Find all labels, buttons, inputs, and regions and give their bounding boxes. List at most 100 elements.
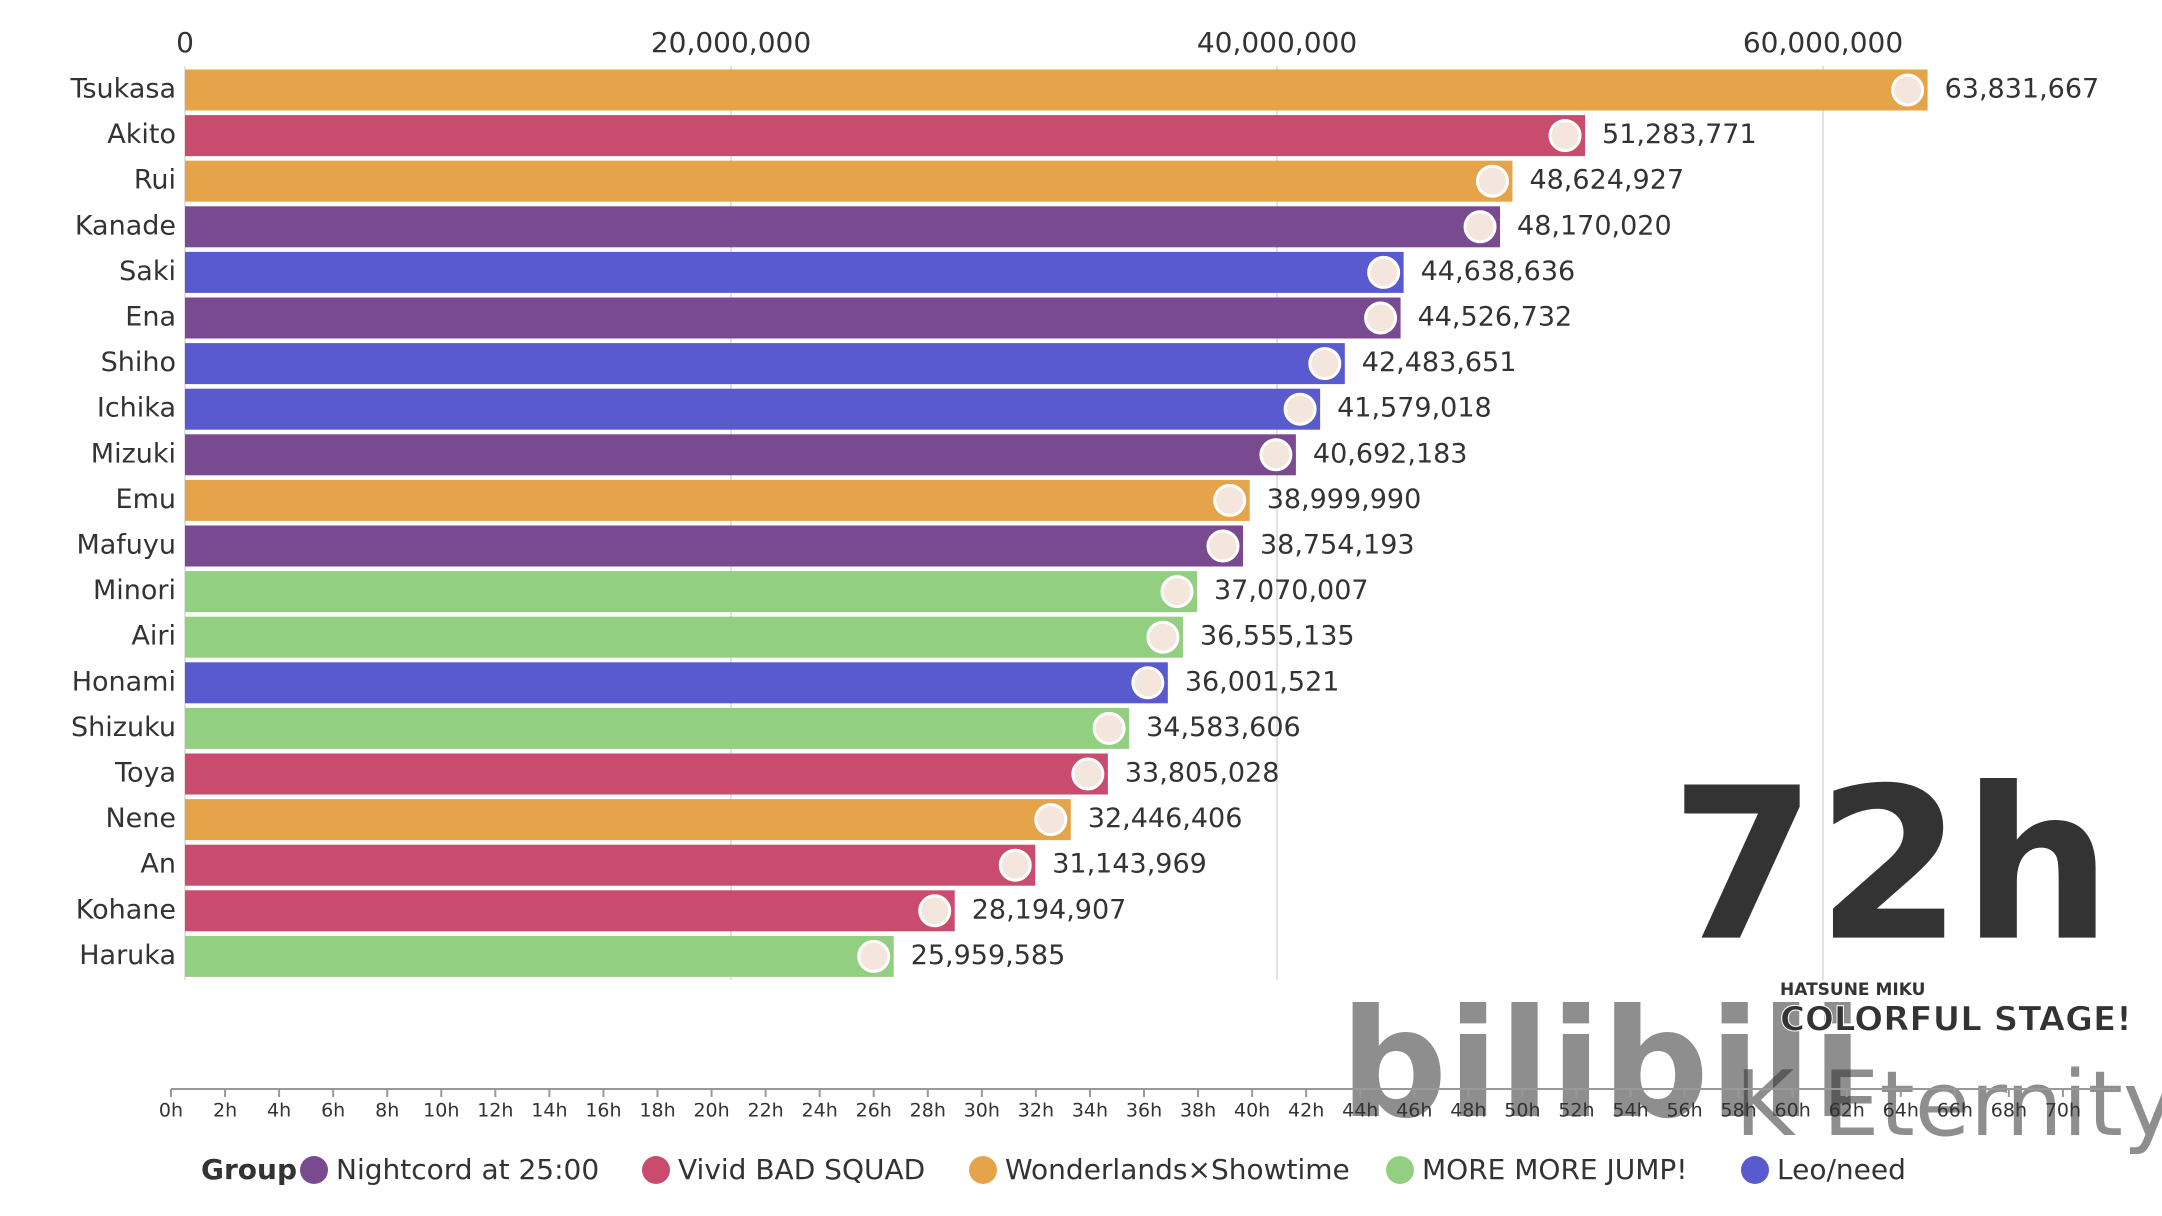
timeline-tick-label: 70h — [2045, 1100, 2081, 1122]
value-label: 44,526,732 — [1418, 302, 1573, 333]
timeline-tick-label: 2h — [213, 1100, 237, 1122]
timeline-tick-label: 14h — [531, 1100, 567, 1122]
category-label: Akito — [107, 119, 176, 150]
avatar — [998, 848, 1032, 882]
watermark: bilibili — [1340, 978, 1863, 1152]
bar — [185, 69, 1928, 111]
category-label: Rui — [134, 165, 176, 196]
timeline-tick-label: 28h — [910, 1100, 946, 1122]
timeline-tick-label: 8h — [375, 1100, 399, 1122]
timeline-tick-label: 20h — [693, 1100, 729, 1122]
bar — [185, 388, 1321, 430]
timeline-tick-label: 16h — [585, 1100, 621, 1122]
legend-swatch — [969, 1156, 997, 1184]
legend-swatch — [1741, 1156, 1769, 1184]
bar — [185, 890, 955, 932]
category-label: Kanade — [75, 210, 176, 241]
bar — [185, 799, 1071, 841]
avatar — [1283, 392, 1317, 426]
category-label: Nene — [105, 803, 176, 834]
category-label: Minori — [93, 575, 176, 606]
avatar — [1092, 711, 1126, 745]
timeline-tick-label: 66h — [1937, 1100, 1973, 1122]
legend-label: MORE MORE JUMP! — [1422, 1153, 1688, 1186]
value-label: 34,583,606 — [1146, 712, 1301, 743]
timeline-tick-label: 22h — [748, 1100, 784, 1122]
value-label: 37,070,007 — [1214, 575, 1369, 606]
category-label: An — [140, 849, 176, 880]
category-label: Toya — [114, 758, 176, 789]
bar — [185, 935, 894, 977]
timeline-tick-label: 58h — [1721, 1100, 1757, 1122]
timeline-tick-label: 46h — [1396, 1100, 1432, 1122]
value-label: 63,831,667 — [1945, 74, 2100, 105]
avatar — [1891, 73, 1925, 107]
value-label: 28,194,907 — [972, 894, 1127, 925]
category-label: Shiho — [101, 347, 176, 378]
timeline-tick-label: 54h — [1612, 1100, 1648, 1122]
bar — [185, 434, 1296, 476]
category-label: Shizuku — [71, 712, 176, 743]
value-label: 38,754,193 — [1260, 530, 1415, 561]
avatar — [1364, 301, 1398, 335]
category-label: Saki — [119, 256, 176, 287]
timeline-tick-label: 4h — [267, 1100, 291, 1122]
avatar — [1213, 483, 1247, 517]
bar — [185, 753, 1108, 795]
avatar — [1475, 164, 1509, 198]
value-label: 36,555,135 — [1200, 621, 1355, 652]
avatar — [857, 939, 891, 973]
legend-label: Vivid BAD SQUAD — [678, 1153, 925, 1186]
timeline-tick-label: 26h — [856, 1100, 892, 1122]
current-time: 72h — [1670, 743, 2112, 988]
category-label: Tsukasa — [69, 74, 176, 105]
timeline-tick-label: 18h — [639, 1100, 675, 1122]
bar — [185, 571, 1198, 613]
value-label: 38,999,990 — [1267, 484, 1422, 515]
logo-line2: COLORFUL STAGE! — [1780, 1000, 2132, 1040]
value-label: 48,170,020 — [1517, 210, 1672, 241]
avatar — [918, 894, 952, 928]
timeline-tick-label: 64h — [1883, 1100, 1919, 1122]
value-label: 48,624,927 — [1529, 165, 1684, 196]
watermark: K Eternity — [1735, 1052, 2162, 1157]
category-label: Ichika — [97, 393, 176, 424]
avatar — [1367, 255, 1401, 289]
category-label: Emu — [116, 484, 176, 515]
value-label: 32,446,406 — [1088, 803, 1243, 834]
bar — [185, 616, 1183, 658]
timeline-tick-label: 60h — [1775, 1100, 1811, 1122]
category-label: Haruka — [79, 940, 176, 971]
category-label: Kohane — [76, 894, 176, 925]
x-tick-label: 0 — [176, 26, 194, 59]
value-label: 44,638,636 — [1421, 256, 1576, 287]
bar — [185, 479, 1250, 521]
category-label: Mizuki — [91, 438, 176, 469]
avatar — [1034, 803, 1068, 837]
legend-swatch — [642, 1156, 670, 1184]
avatar — [1548, 119, 1582, 153]
bar — [185, 844, 1036, 886]
legend-swatch — [300, 1156, 328, 1184]
bar — [185, 206, 1501, 248]
bar — [185, 525, 1243, 567]
timeline-tick-label: 42h — [1288, 1100, 1324, 1122]
bar — [185, 343, 1345, 385]
value-label: 31,143,969 — [1052, 849, 1207, 880]
bar — [185, 662, 1168, 704]
legend-swatch — [1386, 1156, 1414, 1184]
timeline-tick-label: 0h — [159, 1100, 183, 1122]
timeline-tick-label: 38h — [1180, 1100, 1216, 1122]
timeline-tick-label: 52h — [1558, 1100, 1594, 1122]
value-label: 40,692,183 — [1313, 438, 1468, 469]
timeline-tick-label: 32h — [1018, 1100, 1054, 1122]
timeline-tick-label: 36h — [1126, 1100, 1162, 1122]
timeline-tick-label: 6h — [321, 1100, 345, 1122]
avatar — [1071, 757, 1105, 791]
value-label: 36,001,521 — [1185, 666, 1340, 697]
logo-line1: HATSUNE MIKU — [1780, 980, 1925, 1000]
bar — [185, 707, 1130, 749]
timeline-tick-label: 10h — [423, 1100, 459, 1122]
timeline-tick-label: 40h — [1234, 1100, 1270, 1122]
avatar — [1463, 210, 1497, 244]
